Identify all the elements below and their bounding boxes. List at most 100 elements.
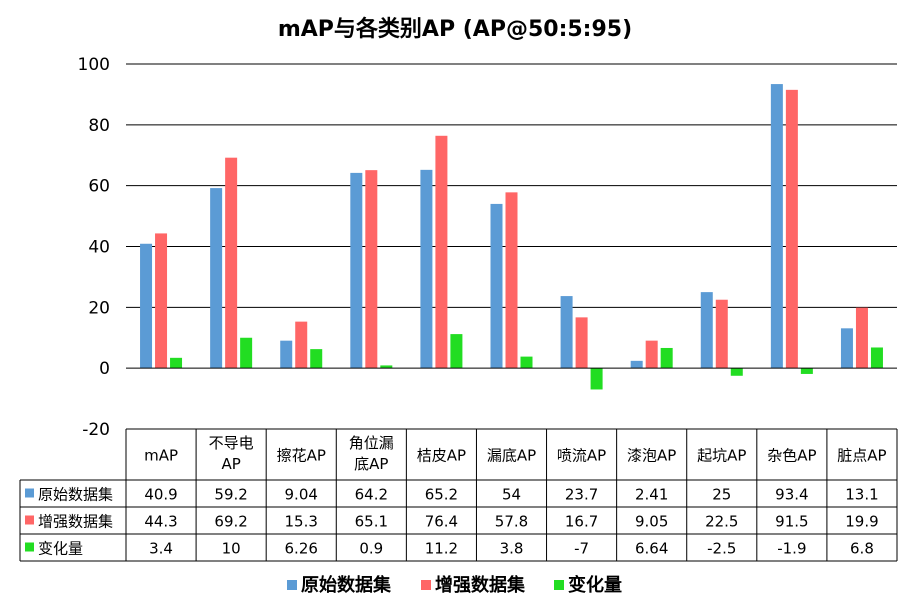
table-header-cell: 脏点AP xyxy=(837,447,886,465)
bar xyxy=(210,188,223,369)
table-legend-key xyxy=(25,542,34,552)
bar xyxy=(770,84,783,369)
table-header-cell: 桔皮AP xyxy=(417,447,466,465)
y-tick-label: 60 xyxy=(88,177,110,197)
table-value-cell: -2.5 xyxy=(707,540,736,558)
table-legend-key xyxy=(25,488,34,498)
table-value-cell: 0.9 xyxy=(359,540,383,558)
legend-label: 变化量 xyxy=(568,574,622,596)
table-header-cell: 角位漏 xyxy=(349,434,394,452)
table-value-cell: 23.7 xyxy=(565,486,598,504)
table-header-cell: 喷流AP xyxy=(557,447,606,465)
table-header-cell: 杂色AP xyxy=(767,447,816,465)
bar xyxy=(225,157,238,369)
bar xyxy=(505,192,518,369)
table-row-label: 增强数据集 xyxy=(38,513,113,531)
table-value-cell: 6.64 xyxy=(635,540,668,558)
y-tick-label: 100 xyxy=(78,55,110,75)
table-value-cell: 9.04 xyxy=(285,486,318,504)
chart-title: mAP与各类别AP (AP@50:5:95) xyxy=(278,16,632,42)
bar xyxy=(240,337,253,369)
bar xyxy=(630,360,643,369)
bar xyxy=(520,356,533,369)
bar-series xyxy=(140,84,853,369)
table-header-cell: 漆泡AP xyxy=(627,447,676,465)
table-value-cell: 15.3 xyxy=(285,513,318,531)
bar xyxy=(660,347,673,369)
bar-series xyxy=(155,89,868,369)
y-tick-label: 80 xyxy=(88,116,110,136)
table-value-cell: 9.05 xyxy=(635,513,668,531)
legend-label: 原始数据集 xyxy=(301,574,392,596)
table-value-cell: 25 xyxy=(712,486,731,504)
bar xyxy=(450,334,463,369)
table-value-cell: 40.9 xyxy=(144,486,177,504)
y-tick-label: 40 xyxy=(88,238,110,258)
bar xyxy=(855,307,868,369)
y-tick-label: 20 xyxy=(88,298,110,318)
bar xyxy=(590,368,603,390)
y-tick-label: 0 xyxy=(99,359,110,379)
bar xyxy=(575,317,588,369)
table-row-label: 变化量 xyxy=(38,540,83,558)
table-header-cell: AP xyxy=(221,455,240,473)
table-value-cell: -7 xyxy=(574,540,589,558)
table-value-cell: 22.5 xyxy=(705,513,738,531)
y-tick-label: -20 xyxy=(82,420,110,440)
bar xyxy=(140,243,153,369)
legend-key xyxy=(554,580,564,590)
legend-key xyxy=(287,580,297,590)
table-value-cell: 54 xyxy=(502,486,521,504)
table-value-cell: 3.4 xyxy=(149,540,173,558)
table-value-cell: 3.8 xyxy=(500,540,524,558)
bar xyxy=(700,292,713,369)
bar xyxy=(155,233,168,369)
bar xyxy=(645,340,658,369)
y-axis: 100 80 60 40 20 0 -20 xyxy=(78,55,110,440)
bar xyxy=(380,365,393,369)
table-value-cell: 16.7 xyxy=(565,513,598,531)
bar xyxy=(730,368,743,376)
table-header-cell: mAP xyxy=(144,447,178,465)
table-value-cell: 69.2 xyxy=(214,513,247,531)
table-value-cell: 6.26 xyxy=(285,540,318,558)
table-value-cell: 44.3 xyxy=(144,513,177,531)
table-row-label: 原始数据集 xyxy=(38,486,113,504)
legend-key xyxy=(421,580,431,590)
table-value-cell: 91.5 xyxy=(775,513,808,531)
legend: 原始数据集 增强数据集 变化量 xyxy=(287,574,622,596)
table-header-cell: 擦花AP xyxy=(277,447,326,465)
bar xyxy=(560,296,573,369)
table-header-cell: 不导电 xyxy=(209,434,254,452)
table-value-cell: 65.1 xyxy=(355,513,388,531)
bar xyxy=(350,172,363,369)
table-value-cell: 2.41 xyxy=(635,486,668,504)
table-value-cell: 11.2 xyxy=(425,540,458,558)
table-value-cell: -1.9 xyxy=(777,540,806,558)
bar xyxy=(490,203,503,369)
bar xyxy=(840,328,853,369)
table-value-cell: 64.2 xyxy=(355,486,388,504)
table-value-cell: 19.9 xyxy=(845,513,878,531)
table-value-cell: 93.4 xyxy=(775,486,808,504)
table-value-cell: 13.1 xyxy=(845,486,878,504)
table-header-cell: 底AP xyxy=(354,455,388,473)
table-value-cell: 59.2 xyxy=(214,486,247,504)
table-value-cell: 57.8 xyxy=(495,513,528,531)
bar xyxy=(170,357,183,369)
table-legend-key xyxy=(25,515,34,525)
table-value-cell: 76.4 xyxy=(425,513,458,531)
legend-label: 增强数据集 xyxy=(435,574,526,596)
bar xyxy=(365,170,378,369)
table-header-cell: 起坑AP xyxy=(697,447,746,465)
table-value-cell: 65.2 xyxy=(425,486,458,504)
table-value-cell: 6.8 xyxy=(850,540,874,558)
bar xyxy=(715,299,728,369)
bar xyxy=(800,368,813,374)
bar xyxy=(435,135,448,369)
bar xyxy=(870,347,883,369)
bar xyxy=(420,169,433,369)
table-header-cell: 漏底AP xyxy=(487,447,536,465)
